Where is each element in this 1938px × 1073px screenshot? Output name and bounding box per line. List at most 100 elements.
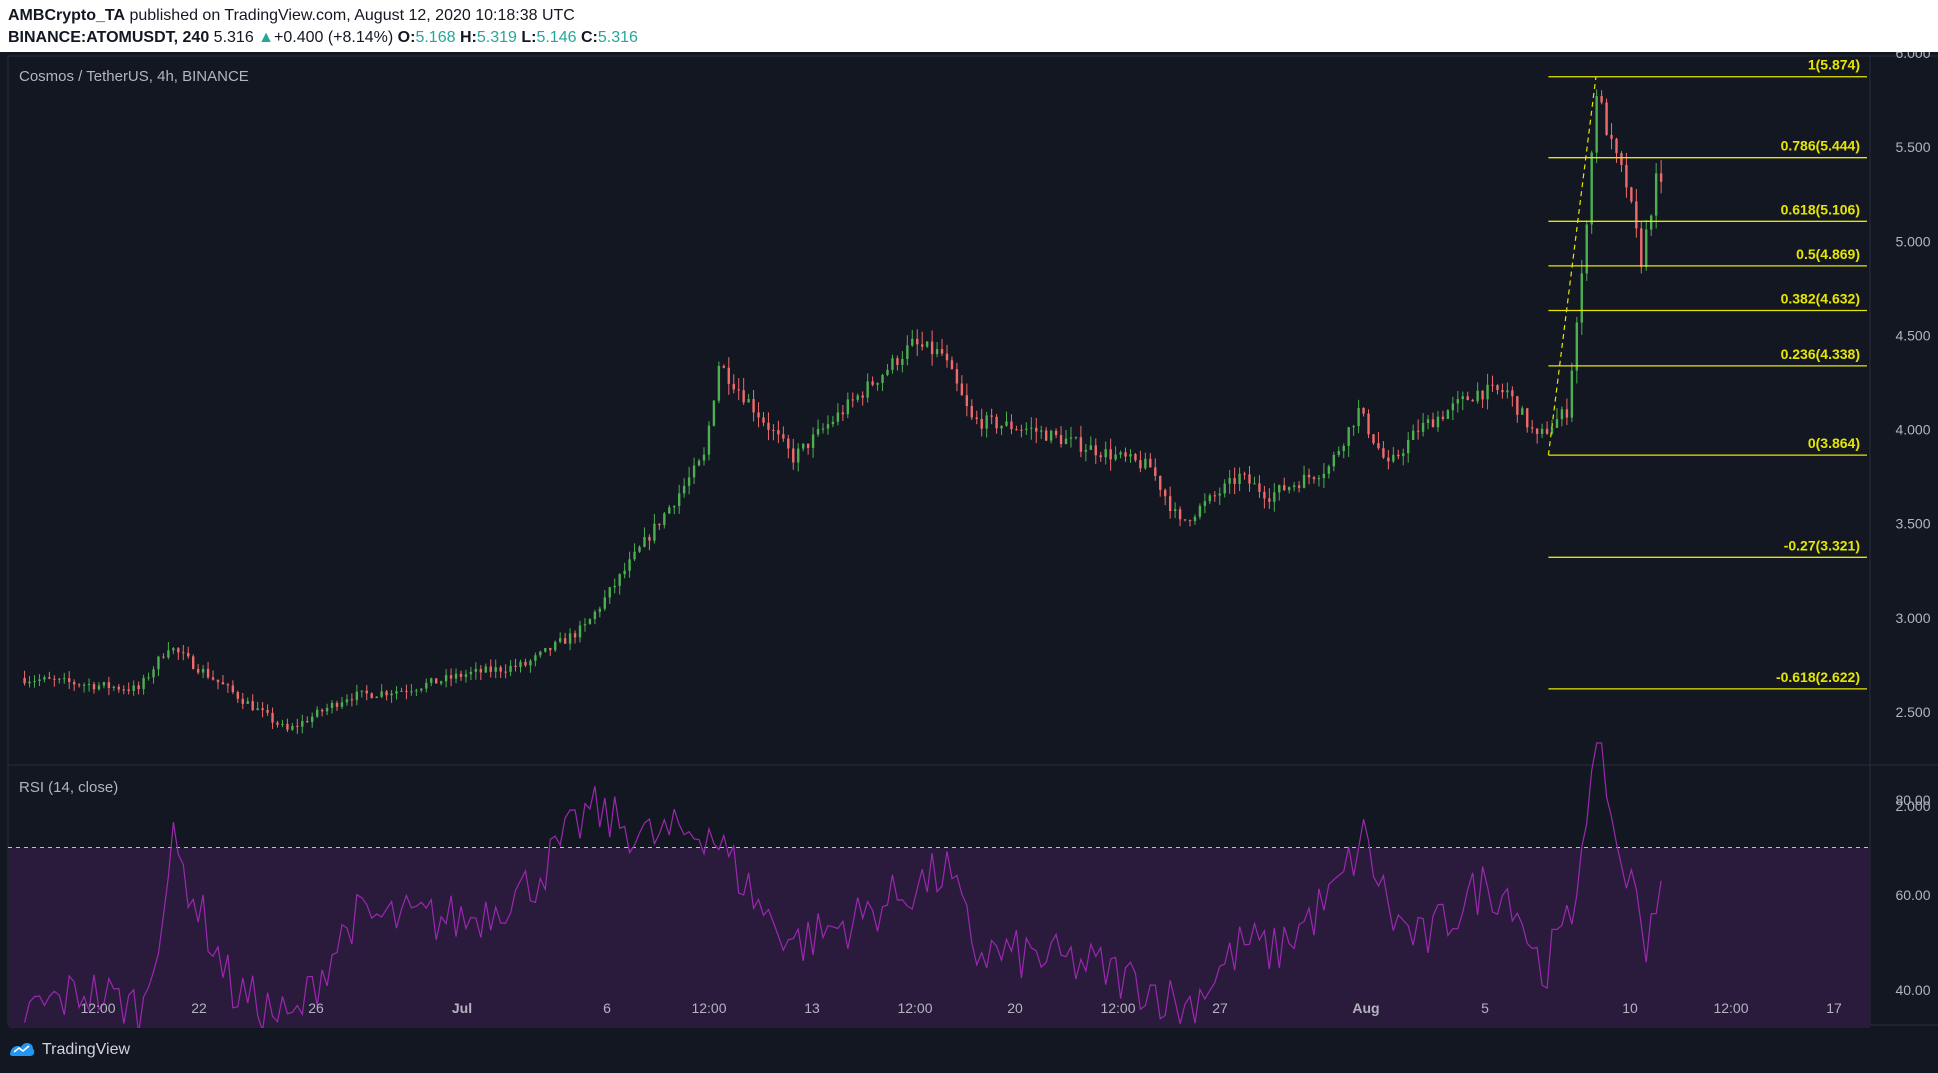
candle-body	[1436, 416, 1440, 428]
candle-body	[77, 684, 81, 686]
candle-body	[360, 690, 364, 692]
candle-body	[1565, 409, 1569, 418]
candle-body	[1307, 474, 1311, 478]
candle-body	[1258, 483, 1261, 492]
candle-body	[395, 691, 398, 694]
candle-body	[1590, 152, 1593, 225]
candle-body	[1540, 428, 1544, 434]
time-tick-label: 12:00	[80, 1000, 115, 1016]
time-tick-label: 12:00	[1713, 1000, 1748, 1016]
candle-body	[1461, 396, 1464, 400]
candle-body	[1377, 443, 1380, 449]
price-tick-label: 6.000	[1895, 52, 1930, 61]
chart-canvas[interactable]: 6.000 5.500 5.000 4.500 4.000 3.500 3.000 2.500…	[0, 52, 1938, 1028]
candle-body	[801, 443, 805, 449]
published-text: published on TradingView.com, August 12,…	[129, 7, 575, 24]
candle-body	[1069, 437, 1073, 439]
ohlc-line: BINANCE:ATOMUSDT, 240 5.316 ▲+0.400 (+8.…	[8, 29, 638, 47]
fib-trend-line	[1547, 76, 1597, 456]
candle-body	[132, 685, 135, 691]
rsi-line	[24, 742, 1662, 1028]
candle-body	[965, 395, 969, 407]
rsi-title: RSI (14, close)	[19, 779, 118, 796]
candle-body	[1496, 385, 1499, 391]
candle-body	[1268, 498, 1271, 502]
candle-body	[63, 678, 66, 680]
candle-body	[767, 422, 770, 430]
candle-body	[172, 648, 175, 651]
candle-body	[866, 381, 869, 398]
candle-body	[950, 360, 954, 370]
last-price: 5.316	[213, 29, 254, 46]
candle-body	[1233, 478, 1236, 485]
candle-body	[1441, 416, 1445, 419]
candle-body	[87, 684, 91, 686]
chart-header: AMBCrypto_TA published on TradingView.co…	[0, 0, 1938, 52]
candle-body	[692, 465, 696, 478]
candle-body	[821, 428, 825, 430]
candle-body	[434, 678, 438, 684]
candle-body	[1491, 384, 1494, 386]
candle-body	[544, 647, 547, 652]
brand-name[interactable]: TradingView	[42, 1041, 131, 1058]
candle-body	[147, 677, 150, 679]
fib-retracement[interactable]: 1(5.874) 0.786(5.444) 0.618(5.106) 0.5(4.86…	[1547, 57, 1867, 690]
candle-body	[1471, 400, 1474, 402]
candle-body	[97, 685, 101, 690]
candle-body	[861, 395, 864, 398]
candle-body	[1372, 434, 1375, 444]
candle-body	[558, 638, 562, 642]
candle-body	[1297, 485, 1301, 488]
publisher-name[interactable]: AMBCrypto_TA	[8, 7, 126, 24]
candle-body	[1451, 403, 1455, 411]
candle-body	[162, 656, 165, 658]
close-value: 5.316	[597, 29, 638, 46]
candle-body	[469, 671, 473, 675]
candle-body	[1501, 390, 1504, 393]
candle-body	[1650, 215, 1653, 230]
fib-level-label: 0.5(4.869)	[1796, 246, 1860, 262]
candle-body	[1342, 445, 1345, 452]
time-tick-label: Aug	[1352, 1000, 1379, 1016]
tradingview-logo-icon[interactable]	[8, 1039, 36, 1059]
candle-body	[1610, 134, 1613, 139]
candle-body	[281, 723, 284, 725]
candle-body	[157, 656, 160, 670]
candle-body	[410, 691, 413, 693]
candle-body	[311, 716, 314, 723]
candle-body	[841, 412, 845, 415]
candle-body	[48, 677, 51, 679]
candle-body	[593, 611, 597, 620]
time-axis: 12:00 22 26 Jul 6 12:00 13 12:00 20 12:00 27 Aug 5 10…	[80, 1000, 1842, 1016]
candle-body	[474, 668, 478, 672]
candle-body	[191, 656, 195, 669]
candle-body	[673, 506, 676, 508]
candle-body	[92, 684, 96, 690]
candle-body	[603, 597, 607, 609]
candle-body	[1049, 430, 1053, 441]
time-tick-label: Jul	[452, 1000, 472, 1016]
candle-body	[1615, 138, 1618, 154]
close-label: C:	[580, 29, 598, 46]
candle-body	[1064, 438, 1068, 445]
candle-body	[1287, 487, 1291, 491]
candle-body	[425, 682, 428, 689]
candle-body	[1585, 224, 1588, 274]
candle-body	[1605, 102, 1608, 135]
candle-body	[1526, 408, 1529, 428]
candle-body	[613, 585, 616, 588]
candle-body	[330, 702, 334, 708]
high-label: H:	[459, 29, 477, 46]
candle-body	[1456, 399, 1459, 404]
candle-body	[1144, 458, 1147, 469]
candle-body	[1630, 187, 1633, 202]
candle-body	[1020, 429, 1023, 431]
candle-body	[534, 655, 537, 661]
candle-body	[911, 338, 914, 346]
candle-body	[1159, 475, 1162, 490]
price-tick-label: 4.500	[1895, 327, 1930, 343]
candle-body	[370, 693, 373, 699]
candle-body	[464, 674, 468, 677]
candle-body	[211, 677, 215, 680]
candle-body	[177, 648, 180, 653]
